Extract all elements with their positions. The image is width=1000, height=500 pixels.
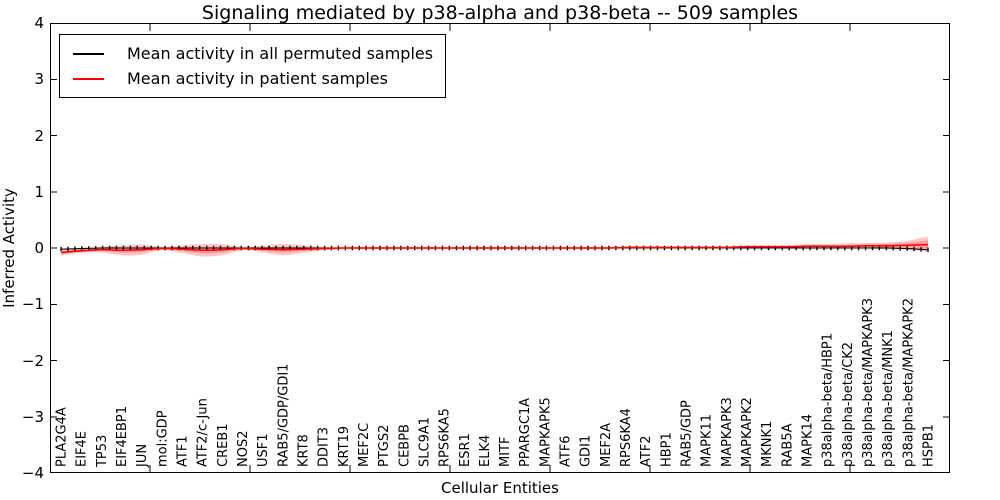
x-tick-label: RAB5A [780, 423, 795, 467]
x-tick-label: CREB1 [216, 423, 231, 467]
x-axis-label: Cellular Entities [441, 479, 559, 497]
x-tick-label: EIF4E [75, 431, 90, 467]
y-tick-label: 2 [34, 126, 44, 145]
x-tick-label: NOS2 [236, 431, 251, 467]
x-tick-label: KRT19 [337, 426, 352, 467]
y-tick-label: −4 [21, 464, 44, 482]
x-tick-label: ATF6 [559, 435, 574, 467]
x-tick-label: p38alpha-beta/MAPKAPK3 [861, 298, 876, 467]
x-tick-label: p38alpha-beta/HBP1 [821, 333, 836, 467]
x-tick-label: RPS6KA4 [619, 408, 634, 467]
x-tick-label: MKNK1 [760, 421, 775, 467]
x-tick-label: HSPB1 [922, 424, 937, 467]
x-tick-label: MAPKAPK2 [740, 397, 755, 467]
x-tick-label: p38alpha-beta/MAPKAPK2 [901, 298, 916, 467]
y-tick-label: −1 [21, 295, 44, 314]
x-tick-label: MAPKAPK5 [538, 397, 553, 467]
x-tick-label: RPS6KA5 [438, 408, 453, 467]
legend-label: Mean activity in patient samples [127, 69, 388, 88]
legend-entry-patient: Mean activity in patient samples [73, 69, 433, 88]
patient-std-band [61, 236, 928, 257]
y-tick-label: 3 [34, 70, 44, 89]
x-tick-label: EIF4EBP1 [115, 406, 130, 467]
x-tick-label: ATF2/c-Jun [196, 398, 211, 467]
legend-line-sample-red [73, 77, 104, 80]
legend-line-sample-black [73, 52, 104, 55]
x-tick-label: PPARGC1A [518, 398, 533, 467]
x-tick-label: ATF1 [175, 435, 190, 467]
x-tick-label: SLC9A1 [417, 417, 432, 467]
x-tick-label: KRT8 [296, 434, 311, 467]
x-tick-label: PLA2G4A [55, 407, 70, 467]
chart-title: Signaling mediated by p38-alpha and p38-… [201, 2, 799, 24]
x-tick-label: p38alpha-beta/CK2 [841, 342, 856, 467]
y-tick-label: −3 [21, 407, 44, 426]
x-tick-label: p38alpha-beta/MNK1 [881, 330, 896, 467]
x-tick-label: DDIT3 [317, 427, 332, 467]
y-tick-label: 1 [34, 182, 44, 201]
plot-area: PLA2G4A EIF4E TP53 EIF4EBP1 JUN mol:GDP ATF1 AT… [50, 23, 950, 473]
x-tick-label: HBP1 [659, 432, 674, 467]
x-tick-label: GDI1 [579, 435, 594, 467]
x-tick-label: JUN [135, 444, 150, 468]
y-tick-label: 0 [34, 239, 44, 257]
x-tick-label: PTGS2 [377, 425, 392, 467]
x-tick-label: MITF [498, 437, 513, 467]
y-tick-label: −2 [21, 351, 44, 370]
x-tick-label: TP53 [95, 435, 110, 468]
x-tick-label: ESR1 [458, 433, 473, 467]
x-tick-label: USF1 [256, 433, 271, 467]
legend-label: Mean activity in all permuted samples [127, 44, 434, 63]
x-tick-label: mol:GDP [155, 410, 170, 467]
x-tick-label: RAB5/GDP [680, 400, 695, 467]
x-tick-label: MAPK11 [700, 414, 715, 467]
x-tick-label: RAB5/GDP/GDI1 [276, 364, 291, 467]
legend: Mean activity in all permuted samples Me… [59, 34, 447, 98]
plot-frame [50, 23, 950, 473]
x-tick-label: ATF2 [639, 435, 654, 467]
x-tick-label: MEF2A [599, 423, 614, 467]
patient-mean-line [60, 243, 929, 254]
y-tick-label: 4 [34, 14, 44, 32]
x-tick-label: ELK4 [478, 435, 493, 467]
patient-std-band-inner [61, 240, 928, 254]
x-tick-label: MAPK14 [801, 414, 816, 467]
legend-entry-permuted: Mean activity in all permuted samples [73, 44, 433, 63]
x-tick-label: MEF2C [357, 423, 372, 467]
x-tick-label: MAPKAPK3 [720, 397, 735, 467]
x-tick-label: CEBPB [397, 424, 412, 467]
